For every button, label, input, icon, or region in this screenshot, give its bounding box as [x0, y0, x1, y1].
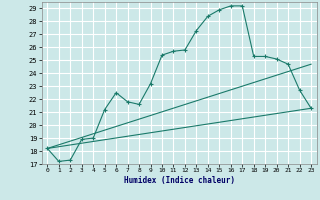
X-axis label: Humidex (Indice chaleur): Humidex (Indice chaleur) — [124, 176, 235, 185]
